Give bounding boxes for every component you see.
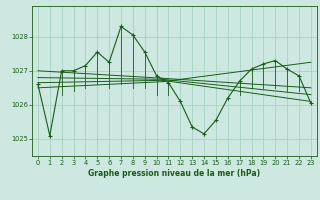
X-axis label: Graphe pression niveau de la mer (hPa): Graphe pression niveau de la mer (hPa) <box>88 169 260 178</box>
